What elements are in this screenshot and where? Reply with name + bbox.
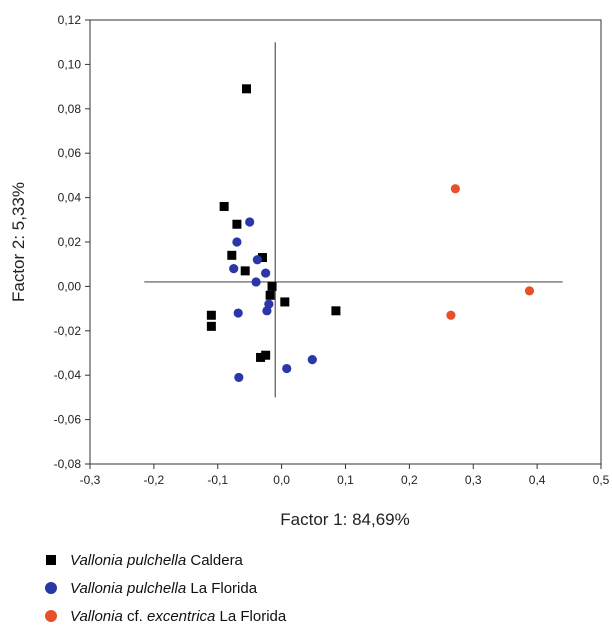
y-tick-label: 0,00 bbox=[58, 279, 82, 293]
data-point-series-2 bbox=[262, 306, 272, 316]
y-axis: 0,12 0,10 0,08 0,06 0,04 0,02 0,00 -0,02 -0,04 -0… bbox=[54, 13, 90, 471]
x-axis-title: Factor 1: 84,69% bbox=[280, 510, 409, 529]
legend-label: Vallonia pulchella La Florida bbox=[70, 579, 258, 597]
legend: Vallonia pulchella Caldera Vallonia pulch… bbox=[40, 546, 286, 630]
x-tick-label: 0,2 bbox=[401, 473, 418, 487]
y-tick-label: -0,04 bbox=[54, 368, 82, 382]
data-point-series-2 bbox=[232, 237, 242, 247]
data-points bbox=[206, 84, 535, 383]
data-point-series-3 bbox=[450, 184, 460, 194]
circle-marker-icon bbox=[40, 582, 62, 594]
legend-label: Vallonia cf. excentrica La Florida bbox=[70, 607, 287, 625]
legend-item-series-1: Vallonia pulchella Caldera bbox=[40, 546, 286, 574]
data-point-series-1 bbox=[280, 297, 290, 307]
data-point-series-2 bbox=[251, 277, 261, 287]
legend-item-series-3: Vallonia cf. excentrica La Florida bbox=[40, 602, 286, 630]
circle-marker-icon bbox=[40, 610, 62, 622]
data-point-series-1 bbox=[241, 84, 251, 94]
data-point-series-3 bbox=[524, 286, 535, 296]
x-tick-label: -0,1 bbox=[207, 473, 228, 487]
data-point-series-2 bbox=[307, 355, 317, 365]
x-tick-label: -0,3 bbox=[80, 473, 101, 487]
y-tick-label: 0,02 bbox=[58, 235, 82, 249]
data-point-series-1 bbox=[227, 250, 237, 260]
x-tick-label: -0,2 bbox=[144, 473, 165, 487]
y-axis-title: Factor 2: 5,33% bbox=[9, 182, 28, 302]
x-tick-label: 0,0 bbox=[273, 473, 290, 487]
y-tick-label: -0,08 bbox=[54, 457, 82, 471]
y-tick-label: 0,06 bbox=[58, 146, 82, 160]
data-point-series-2 bbox=[229, 264, 239, 274]
reference-lines bbox=[144, 42, 563, 398]
data-point-series-1 bbox=[331, 306, 341, 316]
y-tick-label: 0,04 bbox=[58, 191, 82, 205]
data-point-series-2 bbox=[282, 363, 292, 374]
x-axis: -0,3 -0,2 -0,1 0,0 0,1 0,2 0,3 0,4 0,5 bbox=[80, 464, 610, 487]
y-tick-label: -0,02 bbox=[54, 324, 82, 338]
data-point-series-2 bbox=[234, 372, 244, 383]
x-tick-label: 0,1 bbox=[337, 473, 354, 487]
data-point-series-1 bbox=[261, 350, 271, 360]
x-tick-label: 0,3 bbox=[465, 473, 482, 487]
data-point-series-1 bbox=[256, 352, 266, 362]
data-point-series-1 bbox=[232, 219, 242, 229]
x-tick-label: 0,4 bbox=[529, 473, 546, 487]
data-point-series-2 bbox=[245, 217, 255, 227]
data-point-series-1 bbox=[267, 281, 277, 291]
data-point-series-1 bbox=[265, 290, 275, 300]
x-tick-label: 0,5 bbox=[593, 473, 610, 487]
legend-label: Vallonia pulchella Caldera bbox=[70, 551, 243, 569]
plot-area bbox=[89, 19, 602, 465]
data-point-series-2 bbox=[233, 308, 243, 318]
data-point-series-1 bbox=[219, 201, 229, 211]
data-point-series-1 bbox=[257, 253, 267, 263]
y-tick-label: -0,06 bbox=[54, 413, 82, 427]
data-point-series-3 bbox=[446, 310, 456, 320]
y-tick-label: 0,08 bbox=[58, 102, 82, 116]
square-marker-icon bbox=[40, 555, 62, 565]
legend-item-series-2: Vallonia pulchella La Florida bbox=[40, 574, 286, 602]
y-tick-label: 0,10 bbox=[58, 57, 82, 71]
scatter-chart: -0,3 -0,2 -0,1 0,0 0,1 0,2 0,3 0,4 0,5 0,120,100… bbox=[9, 13, 610, 529]
data-point-series-2 bbox=[252, 255, 262, 265]
y-tick-label: 0,12 bbox=[58, 13, 82, 27]
data-point-series-2 bbox=[261, 268, 271, 278]
data-point-series-1 bbox=[240, 266, 250, 276]
data-point-series-1 bbox=[206, 321, 216, 331]
data-point-series-1 bbox=[206, 310, 216, 320]
